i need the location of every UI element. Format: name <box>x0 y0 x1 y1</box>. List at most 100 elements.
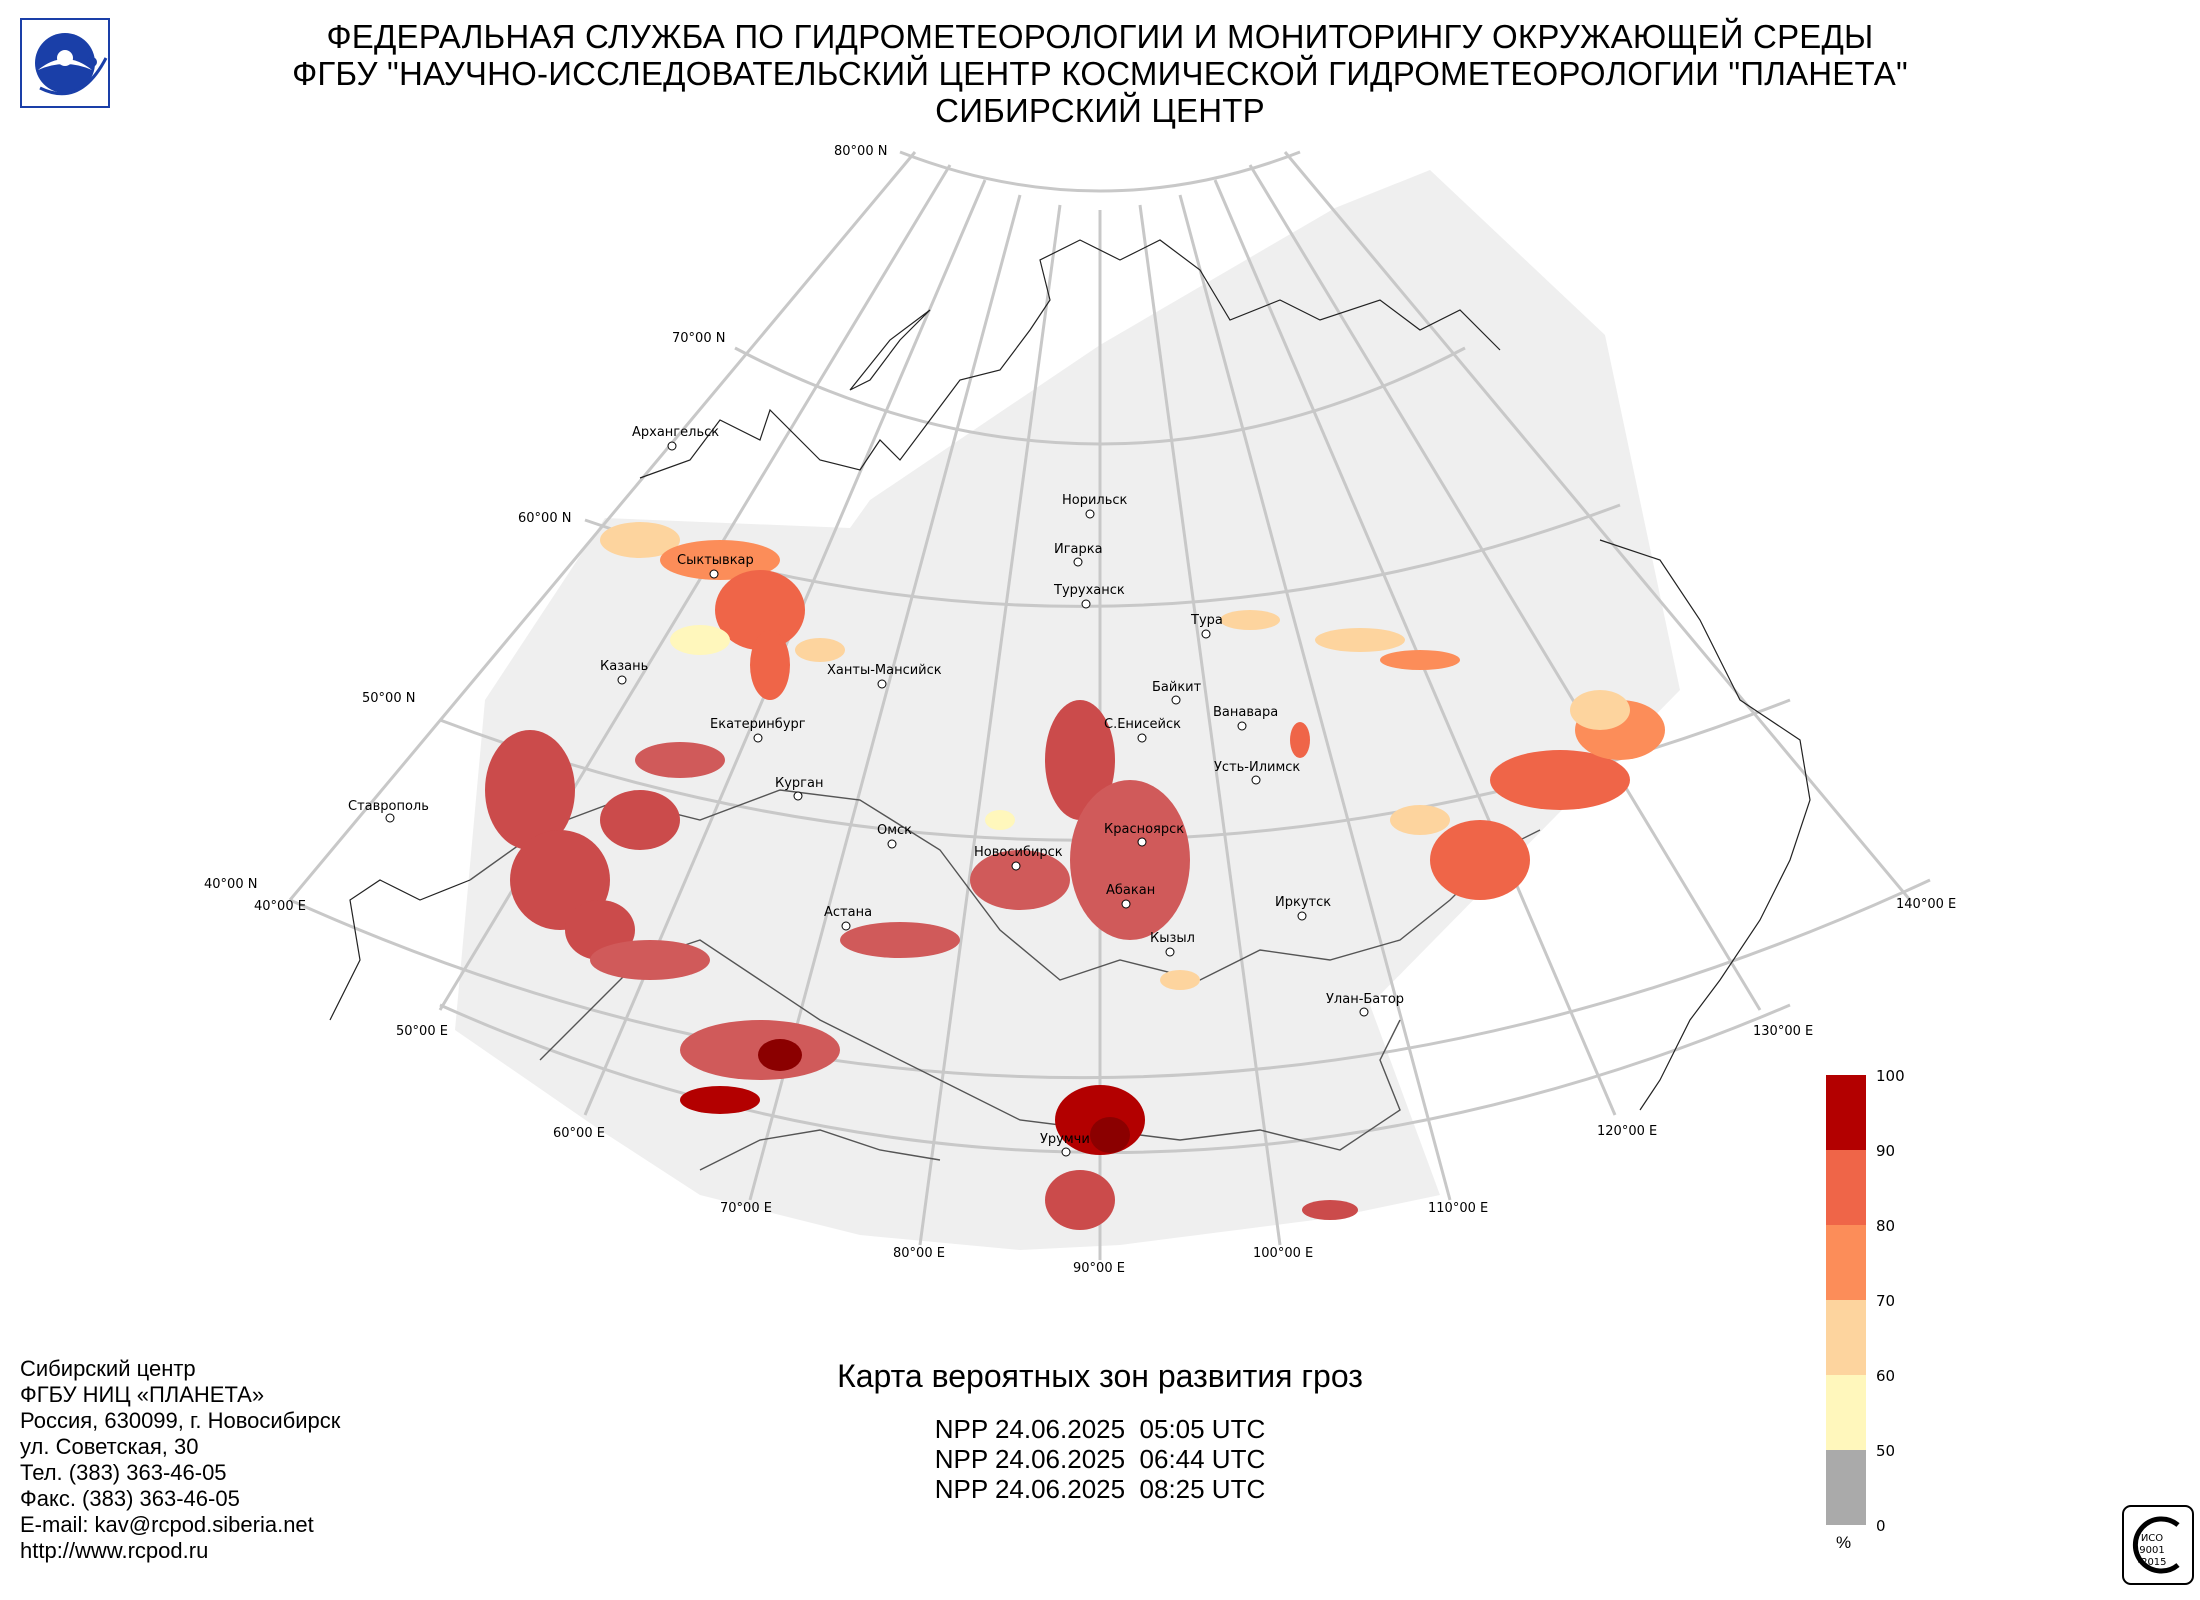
lat-label-80: 80°00 N <box>834 144 887 159</box>
city-turukhansk: Туруханск <box>1053 583 1125 609</box>
svg-text:Ставрополь: Ставрополь <box>348 799 429 814</box>
lon-label-60: 60°00 E <box>553 1126 605 1141</box>
svg-text:Усть-Илимск: Усть-Илимск <box>1214 760 1300 775</box>
map-title: Карта вероятных зон развития гроз <box>837 1358 1363 1394</box>
svg-text:Астана: Астана <box>824 905 872 920</box>
svg-text:Абакан: Абакан <box>1106 883 1155 898</box>
lon-label-90: 90°00 E <box>1073 1261 1125 1276</box>
city-norilsk: Норильск <box>1062 493 1128 519</box>
city-ekaterinburg: Екатеринбург <box>710 717 806 743</box>
address-line: Тел. (383) 363-46-05 <box>20 1460 227 1485</box>
city-vanavara: Ванавара <box>1213 705 1278 731</box>
city-s-eniseysk: С.Енисейск <box>1104 717 1181 743</box>
legend-band-80-90 <box>1826 1150 1866 1225</box>
svg-text:Сыктывкар: Сыктывкар <box>677 553 754 568</box>
city-urumqi: Урумчи <box>1040 1132 1090 1157</box>
satellite-passes: NPP 24.06.2025 05:05 UTC NPP 24.06.2025 … <box>0 1414 2200 1504</box>
city-astana: Астана <box>824 905 872 931</box>
city-omsk: Омск <box>877 823 912 849</box>
lon-label-70: 70°00 E <box>720 1201 772 1216</box>
legend-tick-60: 60 <box>1876 1367 1896 1385</box>
iso-text: ИСО <box>2141 1533 2163 1544</box>
lon-label-80: 80°00 E <box>893 1246 945 1261</box>
city-tura: Тура <box>1190 613 1223 639</box>
contact-address: Сибирский центр ФГБУ НИЦ «ПЛАНЕТА» Росси… <box>20 1356 340 1564</box>
svg-text:Иркутск: Иркутск <box>1275 895 1331 910</box>
pass-time: NPP 24.06.2025 06:44 UTC <box>934 1444 1266 1474</box>
svg-text:Екатеринбург: Екатеринбург <box>710 717 806 732</box>
lat-label-70: 70°00 N <box>672 331 725 346</box>
svg-text:Игарка: Игарка <box>1054 542 1103 557</box>
city-novosibirsk: Новосибирск <box>974 845 1063 871</box>
header-line-3: СИБИРСКИЙ ЦЕНТР <box>935 92 1265 129</box>
address-line: Сибирский центр <box>20 1356 196 1381</box>
city-kyzyl: Кызыл <box>1150 931 1195 957</box>
iso-text: 9001 <box>2139 1545 2164 1556</box>
legend-tick-50: 50 <box>1876 1442 1896 1460</box>
legend-tick-90: 90 <box>1876 1142 1896 1160</box>
lat-label-40: 40°00 N <box>204 877 257 892</box>
svg-text:Казань: Казань <box>600 659 648 674</box>
svg-text:Ванавара: Ванавара <box>1213 705 1278 720</box>
legend-tick-100: 100 <box>1876 1067 1905 1085</box>
legend-band-0-50 <box>1826 1450 1866 1525</box>
lon-label-100: 100°00 E <box>1253 1246 1313 1261</box>
lon-label-120: 120°00 E <box>1597 1124 1657 1139</box>
header-line-1: ФЕДЕРАЛЬНАЯ СЛУЖБА ПО ГИДРОМЕТЕОРОЛОГИИ … <box>326 18 1874 55</box>
legend-band-50-60 <box>1826 1375 1866 1450</box>
legend-band-90-100 <box>1826 1075 1866 1150</box>
svg-text:Архангельск: Архангельск <box>632 425 719 440</box>
legend-band-70-80 <box>1826 1225 1866 1300</box>
city-syktyvkar: Сыктывкар <box>677 553 754 579</box>
header: ФЕДЕРАЛЬНАЯ СЛУЖБА ПО ГИДРОМЕТЕОРОЛОГИИ … <box>0 18 2200 129</box>
email-line[interactable]: E-mail: kav@rcpod.siberia.net <box>20 1512 314 1537</box>
city-stavropol: Ставрополь <box>348 799 429 823</box>
address-line: Россия, 630099, г. Новосибирск <box>20 1408 341 1433</box>
city-irkutsk: Иркутск <box>1275 895 1331 921</box>
address-line: ФГБУ НИЦ «ПЛАНЕТА» <box>20 1382 265 1407</box>
lon-label-40: 40°00 E <box>254 899 306 914</box>
pass-time: NPP 24.06.2025 08:25 UTC <box>934 1474 1266 1504</box>
svg-text:Улан-Батор: Улан-Батор <box>1326 992 1404 1007</box>
svg-text:Урумчи: Урумчи <box>1040 1132 1090 1147</box>
coastlines <box>329 239 1811 1111</box>
lon-label-140: 140°00 E <box>1896 897 1956 912</box>
city-arkhangelsk: Архангельск <box>632 425 719 451</box>
lat-label-50: 50°00 N <box>362 691 415 706</box>
legend-band-60-70 <box>1826 1300 1866 1375</box>
city-krasnoyarsk: Красноярск <box>1104 822 1184 847</box>
website-link[interactable]: http://www.rcpod.ru <box>20 1538 209 1563</box>
storm-probability-patches <box>485 522 1665 1230</box>
legend-tick-80: 80 <box>1876 1217 1896 1235</box>
legend-unit: % <box>1836 1533 1852 1552</box>
svg-text:Красноярск: Красноярск <box>1104 822 1184 837</box>
planeta-logo-icon <box>20 18 110 108</box>
color-legend: 100 90 80 70 60 50 0 % <box>1826 1067 1905 1552</box>
legend-tick-70: 70 <box>1876 1292 1896 1310</box>
address-line: Факс. (383) 363-46-05 <box>20 1486 240 1511</box>
city-kurgan: Курган <box>775 776 823 801</box>
address-line: ул. Советская, 30 <box>20 1434 199 1459</box>
svg-text:Кызыл: Кызыл <box>1150 931 1195 946</box>
svg-text:Норильск: Норильск <box>1062 493 1128 508</box>
iso-certification-icon: ИСО 9001 -2015 <box>2122 1505 2194 1585</box>
city-ust-ilimsk: Усть-Илимск <box>1214 760 1300 785</box>
city-markers: Архангельск Норильск Игарка Туруханск Сы… <box>348 425 1404 1157</box>
lat-label-60: 60°00 N <box>518 511 571 526</box>
lon-label-50: 50°00 E <box>396 1024 448 1039</box>
svg-text:Туруханск: Туруханск <box>1053 583 1125 598</box>
city-igarka: Игарка <box>1054 542 1103 567</box>
pass-time: NPP 24.06.2025 05:05 UTC <box>934 1414 1266 1444</box>
city-khanty-mansiysk: Ханты-Мансийск <box>827 663 942 689</box>
city-baykit: Байкит <box>1152 680 1202 705</box>
svg-text:С.Енисейск: С.Енисейск <box>1104 717 1181 732</box>
svg-text:Новосибирск: Новосибирск <box>974 845 1063 860</box>
svg-text:Тура: Тура <box>1190 613 1223 628</box>
svg-text:Омск: Омск <box>877 823 912 838</box>
iso-text: -2015 <box>2137 1557 2166 1568</box>
svg-text:Курган: Курган <box>775 776 823 791</box>
header-line-2: ФГБУ "НАУЧНО-ИССЛЕДОВАТЕЛЬСКИЙ ЦЕНТР КОС… <box>292 55 1908 92</box>
city-ulan-bator: Улан-Батор <box>1326 992 1404 1017</box>
lon-label-110: 110°00 E <box>1428 1201 1488 1216</box>
